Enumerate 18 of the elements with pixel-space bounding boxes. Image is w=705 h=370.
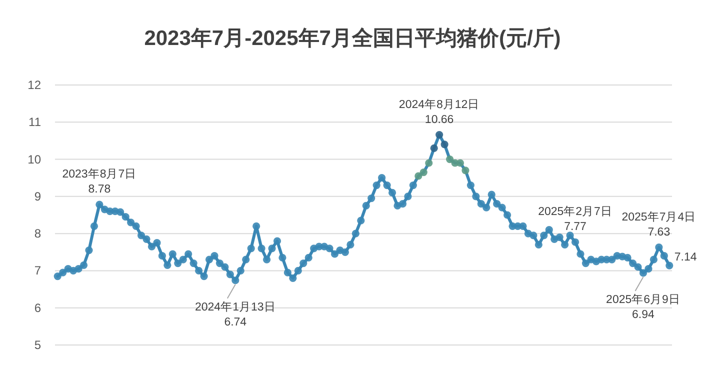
annotation: 2024年1月13日 6.74	[195, 300, 276, 328]
y-tick-label: 8	[34, 226, 42, 241]
y-tick-label: 5	[34, 338, 42, 352]
y-tick-label: 12	[28, 78, 42, 92]
annotation: 2025年6月9日 6.94	[606, 292, 680, 321]
y-tick-label: 9	[34, 189, 42, 204]
y-tick-label: 10	[28, 152, 42, 166]
annotation: 2023年8月7日 8.78	[62, 168, 137, 196]
annotation: 2024年1月13日 6.74	[195, 284, 276, 328]
annotation: 2024年8月12日 10.66	[398, 98, 480, 126]
chart-title: 2023年7月-2025年7月全国日平均猪价(元/斤)	[144, 26, 561, 50]
y-tick-label: 11	[28, 115, 42, 130]
y-tick-label: 6	[34, 300, 42, 315]
annotation: 2025年6月9日 6.94	[606, 276, 680, 321]
annotation: 2025年2月7日 7.77	[538, 206, 612, 234]
data-label: 7.14	[674, 252, 698, 264]
annotation: 2025年7月4日 7.63	[622, 211, 696, 238]
y-tick-label: 7	[34, 264, 42, 278]
